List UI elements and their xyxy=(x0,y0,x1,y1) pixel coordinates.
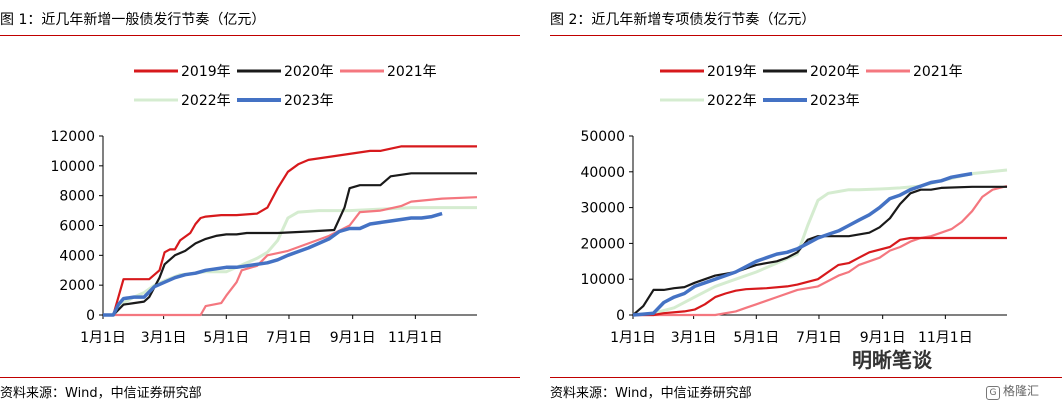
series-line-2020年 xyxy=(103,172,477,317)
legend-label: 2022年 xyxy=(707,93,757,109)
y-tick-label: 10000 xyxy=(50,159,95,175)
logo: G 格隆汇 xyxy=(986,382,1039,400)
x-tick-label: 11月1日 xyxy=(388,330,443,346)
y-tick-label: 0 xyxy=(86,308,95,324)
y-tick-label: 4000 xyxy=(59,248,95,264)
x-tick-label: 7月1日 xyxy=(796,330,842,346)
x-tick-label: 1月1日 xyxy=(80,330,126,346)
special-bond-chart: 0 10000 20000 30000 40000 50000 1月1日 3月1日 5月1日 7月… xyxy=(580,64,1008,346)
legend-label: 2021年 xyxy=(387,64,437,80)
y-tick-label: 2000 xyxy=(59,278,95,294)
y-tick-label: 50000 xyxy=(580,129,625,145)
chart-panel-2: 图 2：近几年新增专项债发行节奏（亿元） 0 10000 20000 30000 400… xyxy=(550,0,1062,408)
source-note: 资料来源：Wind，中信证券研究部 xyxy=(550,386,752,401)
title-rule xyxy=(550,35,1062,36)
legend-label: 2019年 xyxy=(181,64,231,80)
title-rule xyxy=(0,35,520,36)
legend-label: 2020年 xyxy=(284,64,334,80)
logo-icon: G xyxy=(986,386,1000,400)
y-tick-label: 20000 xyxy=(580,236,625,252)
series-line-2022年 xyxy=(632,168,1008,317)
y-tick-label: 30000 xyxy=(580,201,625,217)
legend-label: 2023年 xyxy=(810,93,860,109)
legend-label: 2022年 xyxy=(181,93,231,109)
y-tick-label: 40000 xyxy=(580,165,625,181)
x-tick-label: 7月1日 xyxy=(266,330,312,346)
general-bond-chart: 0 2000 4000 6000 8000 10000 12000 1月1日 3月1日 5月1日 7… xyxy=(50,64,478,346)
y-tick-label: 12000 xyxy=(50,129,95,145)
source-rule xyxy=(550,377,1062,378)
legend-label: 2020年 xyxy=(810,64,860,80)
source-rule xyxy=(0,377,520,378)
series-line-2022年 xyxy=(103,206,477,317)
x-tick-label: 3月1日 xyxy=(671,330,717,346)
y-tick-label: 6000 xyxy=(59,219,95,235)
series-line-2023年 xyxy=(632,171,973,317)
series-line-2021年 xyxy=(103,196,478,317)
chart-panel-1: 图 1：近几年新增一般债发行节奏（亿元） 0 2000 4000 6000 8000 10… xyxy=(0,0,520,408)
series-line-2021年 xyxy=(633,185,1008,317)
x-tick-label: 3月1日 xyxy=(141,330,187,346)
watermark-text: 明晰笔谈 xyxy=(852,348,932,372)
x-tick-label: 9月1日 xyxy=(860,330,906,346)
series-line-2019年 xyxy=(103,145,477,317)
x-tick-label: 5月1日 xyxy=(203,330,249,346)
logo-text: 格隆汇 xyxy=(1003,384,1040,398)
source-note: 资料来源：Wind，中信证券研究部 xyxy=(0,386,202,401)
y-tick-label: 10000 xyxy=(580,272,625,288)
legend-label: 2023年 xyxy=(284,93,334,109)
series-line-2023年 xyxy=(103,211,443,317)
legend-label: 2019年 xyxy=(707,64,757,80)
x-tick-label: 11月1日 xyxy=(918,330,973,346)
chart-title: 图 1：近几年新增一般债发行节奏（亿元） xyxy=(0,12,266,28)
y-tick-label: 0 xyxy=(616,308,625,324)
chart-title: 图 2：近几年新增专项债发行节奏（亿元） xyxy=(550,12,816,28)
series-line-2020年 xyxy=(632,185,1007,316)
x-tick-label: 1月1日 xyxy=(610,330,656,346)
x-tick-label: 5月1日 xyxy=(733,330,779,346)
legend-label: 2021年 xyxy=(913,64,963,80)
x-tick-label: 9月1日 xyxy=(330,330,376,346)
y-tick-label: 8000 xyxy=(59,189,95,205)
series-line-2019年 xyxy=(633,236,1007,317)
